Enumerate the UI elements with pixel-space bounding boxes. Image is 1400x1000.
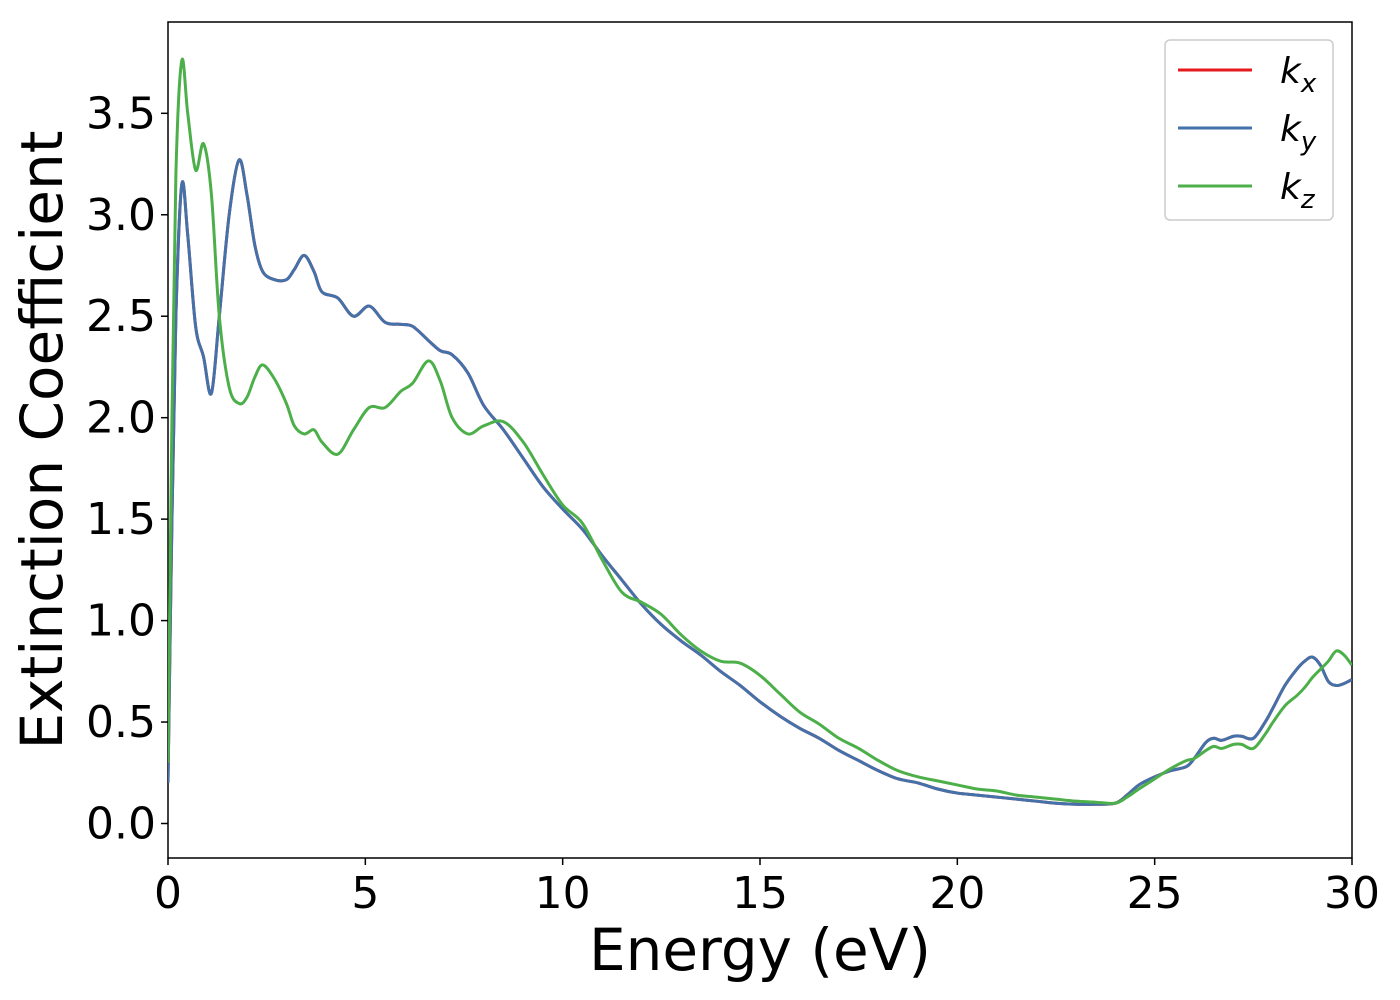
y-tick-label: 1.5 (86, 494, 156, 545)
series-line-kx (168, 158, 1352, 806)
y-tick-label: 1.0 (86, 596, 156, 647)
x-tick-label: 25 (1127, 868, 1183, 919)
y-tick-label: 0.0 (86, 799, 156, 850)
legend-label-main: k (1280, 51, 1303, 92)
x-tick-label: 20 (929, 868, 985, 919)
x-axis-label: Energy (eV) (589, 916, 931, 984)
x-tick-label: 15 (732, 868, 788, 919)
legend-label-kx: kx (1280, 51, 1317, 99)
x-tick-label: 0 (154, 868, 182, 919)
legend-label-subscript: y (1300, 127, 1317, 157)
y-tick-label: 2.0 (86, 393, 156, 444)
legend-label-main: k (1280, 109, 1303, 150)
series-line-ky (168, 158, 1352, 806)
y-tick-label: 2.5 (86, 291, 156, 342)
y-axis-label: Extinction Coefficient (8, 131, 76, 750)
series-group (168, 57, 1352, 806)
y-tick-label: 0.5 (86, 697, 156, 748)
x-tick-label: 30 (1324, 868, 1380, 919)
legend-label-kz: kz (1280, 167, 1316, 215)
legend-label-main: k (1280, 167, 1303, 208)
legend-label-subscript: z (1300, 185, 1316, 215)
legend-label-ky: ky (1280, 109, 1317, 157)
y-tick-label: 3.5 (86, 88, 156, 139)
x-tick-label: 10 (535, 868, 591, 919)
series-line-kz (168, 57, 1352, 805)
legend-box (1164, 39, 1334, 221)
x-tick-label: 5 (351, 868, 379, 919)
legend-label-subscript: x (1300, 69, 1317, 99)
y-tick-label: 3.0 (86, 190, 156, 241)
